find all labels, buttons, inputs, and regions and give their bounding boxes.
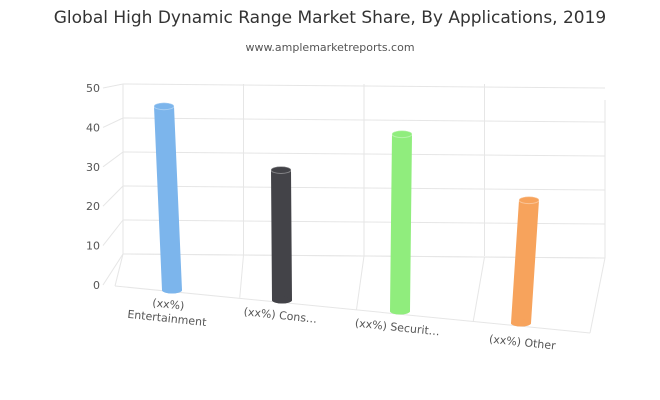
- bar: [270, 165, 292, 304]
- x-tick-label-line: (xx%): [152, 296, 185, 312]
- bar-base: [511, 319, 531, 327]
- y-tick-label: 0: [93, 279, 100, 292]
- bar-body: [511, 196, 539, 327]
- gridline-side: [102, 185, 124, 207]
- gridline-side: [102, 219, 124, 246]
- bar-top: [270, 165, 292, 174]
- y-tick-label: 30: [86, 161, 100, 174]
- y-tick-label: 50: [86, 82, 100, 95]
- x-tick-label-line: (xx%) Other: [488, 333, 556, 353]
- chart-subtitle: www.amplemarketreports.com: [245, 41, 415, 54]
- x-tick-label: (xx%) Other: [488, 333, 556, 353]
- floor-divider: [239, 254, 244, 298]
- x-tick-label-line: (xx%) Securit…: [354, 317, 440, 339]
- y-tick-label: 40: [86, 121, 100, 134]
- bar-base: [162, 286, 182, 294]
- bar: [153, 102, 182, 294]
- bar-body: [154, 102, 182, 294]
- chart-title: Global High Dynamic Range Market Share, …: [53, 8, 607, 28]
- x-tick-label: (xx%)Entertainment: [127, 294, 209, 329]
- floor-divider: [356, 255, 365, 310]
- bar: [511, 196, 540, 327]
- bar-top: [153, 102, 175, 111]
- bar-base: [390, 307, 410, 315]
- x-tick-label: (xx%) Securit…: [354, 317, 440, 339]
- bar: [390, 130, 413, 315]
- floor-front-edge: [114, 285, 591, 334]
- bar-body: [271, 166, 292, 304]
- floor-right-edge: [589, 257, 606, 334]
- bar-body: [390, 130, 412, 315]
- gridline-side: [102, 151, 124, 168]
- y-axis-ticks: 0 10 20 30 40 50: [86, 82, 100, 292]
- gridline-side: [102, 117, 124, 128]
- gridline-side: [102, 253, 124, 286]
- floor-left-edge: [114, 253, 124, 287]
- bar-top: [391, 130, 413, 139]
- x-tick-label: (xx%) Cons…: [243, 305, 318, 326]
- x-tick-label-line: Entertainment: [127, 308, 208, 329]
- x-tick-label-line: (xx%) Cons…: [243, 305, 318, 326]
- bar-top: [518, 196, 540, 205]
- bars-layer: [153, 102, 540, 327]
- y-tick-label: 10: [86, 240, 100, 253]
- bar-base: [272, 296, 292, 304]
- y-tick-label: 20: [86, 200, 100, 213]
- gridline-side: [102, 83, 124, 89]
- floor-divider: [472, 256, 485, 322]
